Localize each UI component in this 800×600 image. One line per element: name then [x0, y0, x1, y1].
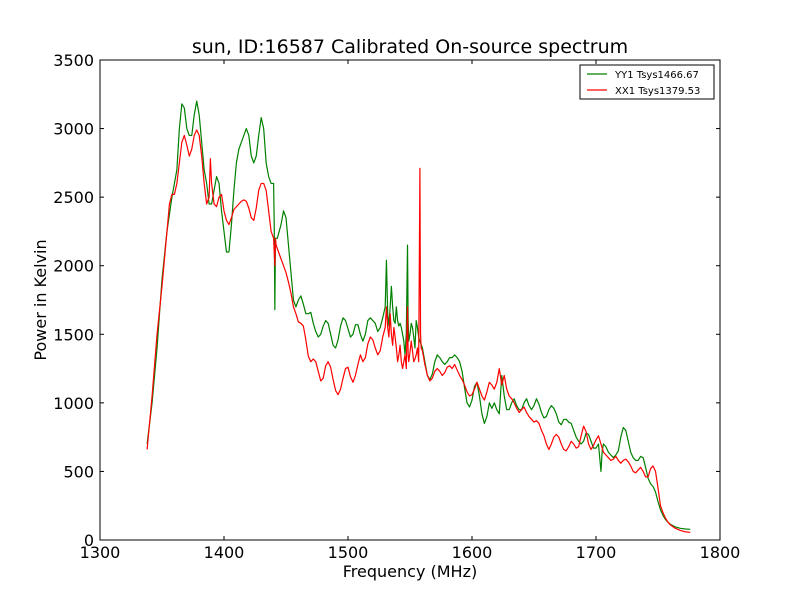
x-tick-label-2: 1500: [328, 543, 369, 562]
y-tick-label-7: 3500: [53, 51, 94, 70]
series-layer: [146, 100, 691, 534]
series-line-1: [146, 129, 691, 534]
y-tick-label-4: 2000: [53, 257, 94, 276]
y-tick-label-3: 1500: [53, 325, 94, 344]
legend-box: [579, 64, 715, 100]
x-tick-label-0: 1300: [80, 543, 121, 562]
plot-area-frame: [99, 59, 721, 541]
x-axis-label: Frequency (MHz): [343, 562, 477, 581]
x-tick-label-4: 1700: [576, 543, 617, 562]
x-tick-label-1: 1400: [204, 543, 245, 562]
legend: YY1 Tsys1466.67 XX1 Tsys1379.53: [579, 64, 715, 100]
ticks-layer: 1300 1400 1500 1600 1700 1800 0 500 1000 1500 2000…: [53, 51, 740, 562]
x-tick-label-5: 1800: [700, 543, 741, 562]
chart-title: sun, ID:16587 Calibrated On-source spect…: [192, 36, 628, 58]
y-tick-label-5: 2500: [53, 188, 94, 207]
legend-label-yy1: YY1 Tsys1466.67: [614, 70, 699, 81]
legend-label-xx1: XX1 Tsys1379.53: [615, 86, 700, 97]
y-tick-label-0: 0: [84, 531, 94, 550]
y-axis-label: Power in Kelvin: [31, 239, 50, 360]
x-tick-label-3: 1600: [452, 543, 493, 562]
y-tick-label-6: 3000: [53, 120, 94, 139]
y-tick-label-1: 500: [63, 462, 94, 481]
y-tick-label-2: 1000: [53, 394, 94, 413]
series-line-0: [146, 100, 691, 530]
